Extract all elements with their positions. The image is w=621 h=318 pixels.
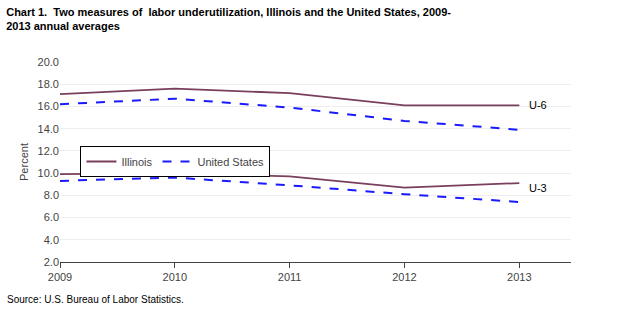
svg-text:8.0: 8.0 xyxy=(44,189,59,201)
svg-text:10.0: 10.0 xyxy=(38,167,59,179)
svg-text:2009: 2009 xyxy=(48,271,72,283)
svg-text:2.0: 2.0 xyxy=(44,256,59,268)
svg-text:U-3: U-3 xyxy=(529,182,547,194)
svg-text:United States: United States xyxy=(198,156,265,168)
svg-text:18.0: 18.0 xyxy=(38,78,59,90)
svg-text:6.0: 6.0 xyxy=(44,211,59,223)
svg-text:12.0: 12.0 xyxy=(38,145,59,157)
svg-text:2012: 2012 xyxy=(392,271,416,283)
svg-text:4.0: 4.0 xyxy=(44,234,59,246)
svg-text:14.0: 14.0 xyxy=(38,123,59,135)
svg-text:2011: 2011 xyxy=(278,271,302,283)
svg-text:2010: 2010 xyxy=(163,271,187,283)
svg-text:Chart 1. Two measures of lab: Chart 1. Two measures of labor underutil… xyxy=(6,6,451,32)
svg-text:20.0: 20.0 xyxy=(38,56,59,68)
svg-text:16.0: 16.0 xyxy=(38,100,59,112)
svg-text:U-6: U-6 xyxy=(529,99,547,111)
svg-text:Source: U.S. Bureau of Labor S: Source: U.S. Bureau of Labor Statistics. xyxy=(7,294,184,305)
svg-text:Percent: Percent xyxy=(18,143,30,181)
svg-text:Illinois: Illinois xyxy=(121,156,152,168)
svg-text:2013: 2013 xyxy=(507,271,531,283)
